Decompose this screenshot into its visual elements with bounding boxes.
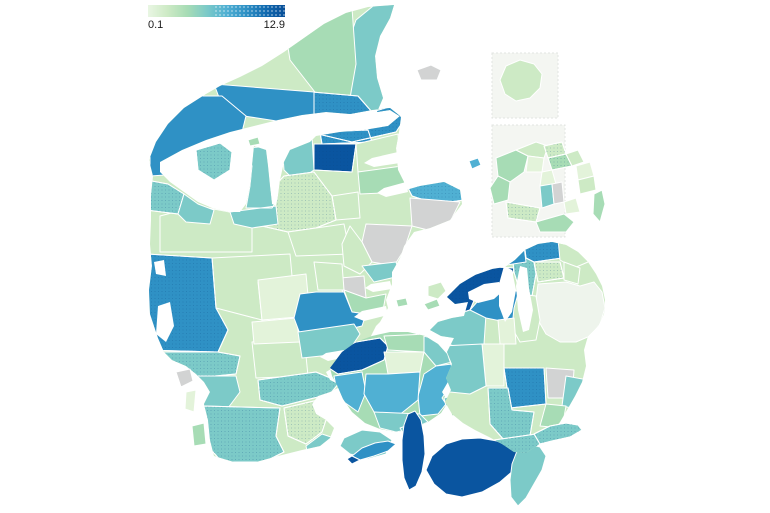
region-endelave[interactable]: [395, 297, 409, 308]
jutland: [149, 5, 462, 462]
region-lejre[interactable]: [497, 317, 517, 345]
dot-pattern-overlay: [195, 142, 233, 181]
region-inset-s2[interactable]: [535, 213, 575, 233]
copenhagen-inset: [489, 124, 606, 238]
region-struer[interactable]: [177, 193, 215, 225]
region-inset-w[interactable]: [489, 175, 511, 205]
region-inset-ne[interactable]: [565, 149, 585, 167]
region-inset-c1[interactable]: [525, 155, 545, 173]
dot-pattern-overlay: [533, 261, 565, 283]
legend: 0.1 12.9: [148, 5, 285, 32]
region-syddjurs[interactable]: [409, 197, 461, 231]
dot-pattern-overlay: [203, 405, 285, 462]
nissum-lagoon: [154, 260, 166, 276]
region-aeroe-tip[interactable]: [346, 455, 361, 465]
region-anholt[interactable]: [468, 157, 482, 170]
south-islands: [339, 395, 547, 507]
small-islands: [175, 64, 482, 447]
dot-pattern-overlay: [149, 179, 185, 215]
region-sejeroe[interactable]: [423, 298, 441, 311]
roskilde-fjord-water: [516, 266, 533, 332]
dot-pattern-overlay: [149, 351, 241, 379]
bornholm-inset: [491, 52, 559, 119]
region-favrskov[interactable]: [331, 191, 361, 221]
region-inset-e1[interactable]: [563, 197, 581, 215]
isefjord-water: [499, 266, 516, 322]
region-greater-copenhagen[interactable]: [535, 281, 605, 343]
legend-min-label: 0.1: [148, 19, 164, 31]
dot-pattern-overlay: [533, 422, 583, 445]
region-odense[interactable]: [383, 351, 425, 375]
region-inset-e3[interactable]: [577, 175, 597, 195]
region-skive[interactable]: [229, 145, 281, 229]
ringkoebing-lagoon: [156, 302, 174, 342]
region-falster[interactable]: [509, 443, 547, 507]
region-nyborg[interactable]: [417, 363, 452, 417]
region-roemoe[interactable]: [191, 422, 207, 447]
funen: [330, 332, 452, 432]
region-stevns[interactable]: [561, 375, 589, 411]
legend-pattern-overlay: [213, 5, 285, 17]
region-halsnaes[interactable]: [491, 245, 527, 267]
dot-pattern-overlay: [487, 387, 535, 441]
region-fanoe[interactable]: [175, 368, 194, 388]
region-fredensborg[interactable]: [563, 261, 581, 285]
dot-pattern-overlay: [523, 242, 563, 263]
legend-max-label: 12.9: [263, 19, 285, 31]
region-aeroe[interactable]: [351, 440, 397, 461]
mariager-fjord-water: [364, 152, 400, 167]
region-laesoe[interactable]: [416, 64, 442, 81]
legend-gradient-bar: [148, 5, 285, 17]
region-inset-grey[interactable]: [551, 181, 565, 205]
region-faaborg-midtfyn[interactable]: [363, 371, 421, 417]
region-horsens[interactable]: [313, 261, 345, 291]
odsherred-bay-water: [468, 282, 504, 303]
region-bornholm[interactable]: [499, 59, 543, 102]
region-langeland[interactable]: [401, 410, 426, 491]
zealand: [430, 242, 605, 453]
dot-pattern-overlay: [313, 143, 357, 173]
region-samsoe[interactable]: [427, 281, 447, 300]
region-skanderborg[interactable]: [341, 225, 373, 275]
horsens-fjord-water: [365, 281, 392, 292]
randers-fjord-water: [377, 182, 408, 197]
region-billund[interactable]: [251, 317, 301, 345]
region-inset-amager[interactable]: [592, 189, 606, 223]
region-fanoe-strip[interactable]: [184, 389, 197, 413]
vejle-fjord-water: [354, 306, 388, 321]
region-fur[interactable]: [247, 136, 261, 147]
